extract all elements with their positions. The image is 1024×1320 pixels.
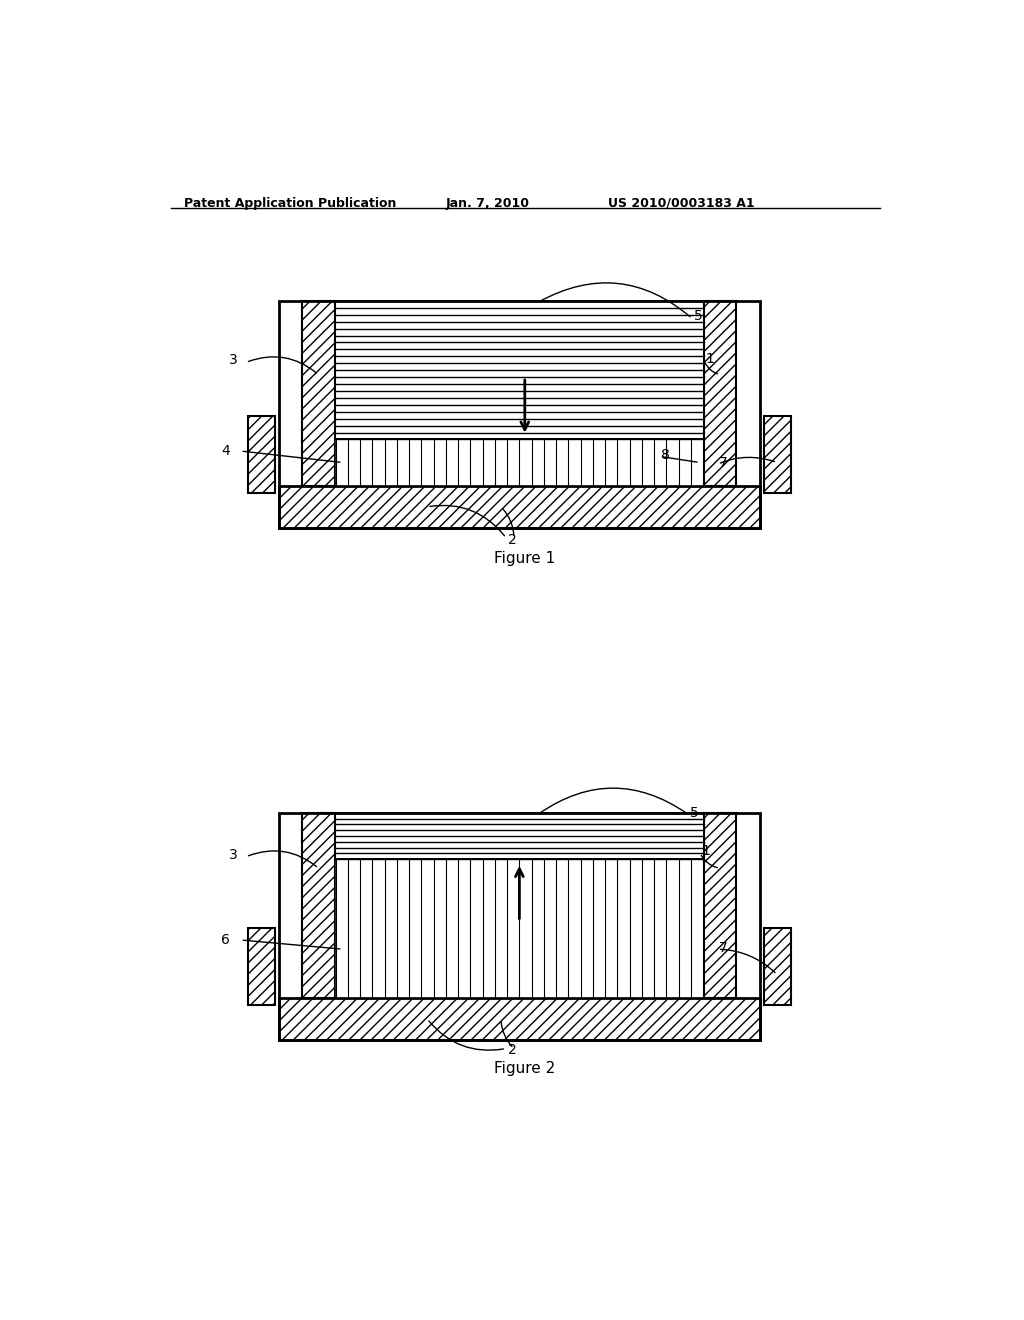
Text: 1: 1 <box>701 845 711 858</box>
Bar <box>335 301 703 440</box>
Text: Figure 2: Figure 2 <box>495 1061 555 1076</box>
Text: 7: 7 <box>719 455 728 470</box>
Bar <box>280 813 760 1040</box>
Bar <box>764 928 791 1006</box>
Bar <box>248 928 275 1006</box>
Text: 5: 5 <box>690 807 698 820</box>
Bar <box>248 416 275 494</box>
Bar <box>703 813 736 998</box>
Text: Figure 1: Figure 1 <box>495 552 555 566</box>
Bar <box>335 813 703 859</box>
Text: 3: 3 <box>228 849 238 862</box>
Bar <box>335 440 703 486</box>
Text: 1: 1 <box>706 351 715 366</box>
Text: 2: 2 <box>508 532 516 546</box>
Bar <box>280 998 760 1040</box>
Bar <box>335 859 703 998</box>
Text: 3: 3 <box>228 354 238 367</box>
Bar <box>280 301 760 528</box>
Bar <box>764 416 791 494</box>
Text: 6: 6 <box>221 933 229 946</box>
Text: 8: 8 <box>662 447 670 462</box>
Text: 4: 4 <box>221 444 229 458</box>
Bar <box>703 301 736 486</box>
Text: Patent Application Publication: Patent Application Publication <box>183 197 396 210</box>
Bar <box>302 813 335 998</box>
Bar <box>280 486 760 528</box>
Text: US 2010/0003183 A1: US 2010/0003183 A1 <box>608 197 755 210</box>
Text: 7: 7 <box>719 941 728 954</box>
Text: 5: 5 <box>693 309 702 323</box>
Bar <box>302 301 335 486</box>
Text: 2: 2 <box>508 1043 516 1057</box>
Text: Jan. 7, 2010: Jan. 7, 2010 <box>445 197 529 210</box>
